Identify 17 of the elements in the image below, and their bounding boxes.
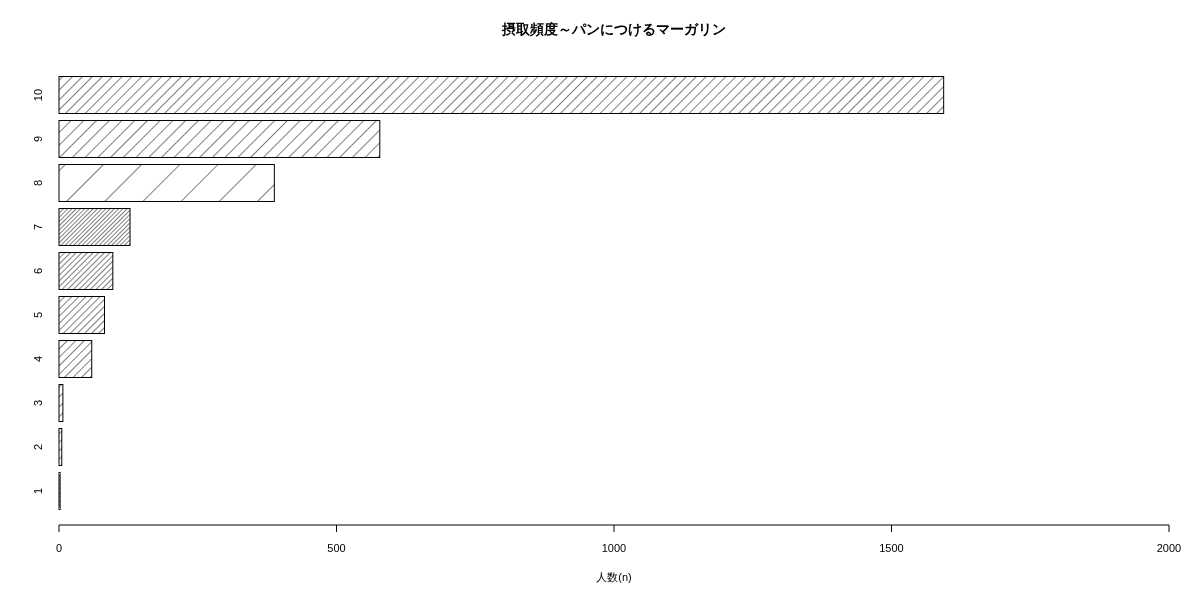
y-tick-label: 8 bbox=[32, 179, 44, 187]
x-tick-label: 0 bbox=[55, 542, 63, 554]
y-tick-label: 6 bbox=[32, 267, 44, 275]
y-tick-label: 3 bbox=[32, 399, 44, 407]
x-tick-label: 500 bbox=[327, 542, 346, 554]
x-tick-label: 1500 bbox=[879, 542, 904, 554]
x-tick-label: 1000 bbox=[601, 542, 627, 554]
y-tick-label: 10 bbox=[32, 88, 44, 102]
x-tick-label: 2000 bbox=[1156, 542, 1182, 554]
chart-title: 摂取頻度～パンにつけるマーガリン bbox=[501, 21, 726, 37]
x-axis-title: 人数(n) bbox=[596, 571, 632, 583]
y-tick-label: 7 bbox=[32, 223, 44, 231]
y-tick-label: 4 bbox=[32, 355, 44, 363]
y-tick-label: 9 bbox=[32, 135, 44, 143]
y-tick-label: 5 bbox=[32, 311, 44, 319]
y-tick-label: 1 bbox=[32, 487, 44, 495]
y-tick-label: 2 bbox=[32, 443, 44, 451]
